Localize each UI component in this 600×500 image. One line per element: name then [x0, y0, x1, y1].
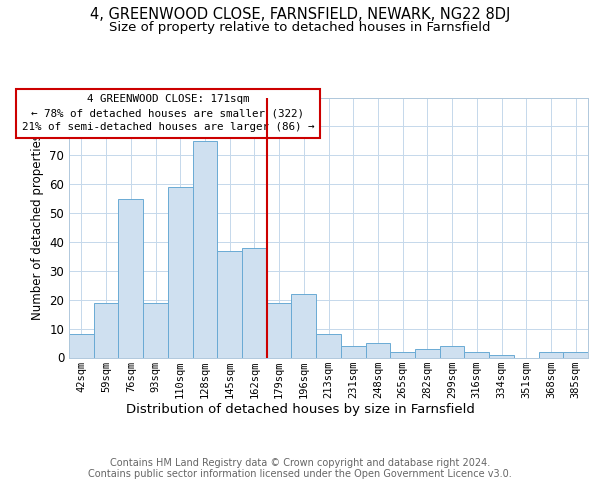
Bar [168, 187, 193, 358]
Bar [267, 302, 292, 358]
Bar [69, 334, 94, 357]
Bar [440, 346, 464, 358]
Bar [217, 250, 242, 358]
Bar [341, 346, 365, 358]
Bar [563, 352, 588, 358]
Bar [292, 294, 316, 358]
Bar [193, 141, 217, 358]
Text: 4 GREENWOOD CLOSE: 171sqm
← 78% of detached houses are smaller (322)
21% of semi: 4 GREENWOOD CLOSE: 171sqm ← 78% of detac… [22, 94, 314, 132]
Bar [489, 354, 514, 358]
Bar [143, 302, 168, 358]
Bar [118, 198, 143, 358]
Text: Distribution of detached houses by size in Farnsfield: Distribution of detached houses by size … [125, 402, 475, 415]
Bar [464, 352, 489, 358]
Text: Size of property relative to detached houses in Farnsfield: Size of property relative to detached ho… [109, 21, 491, 34]
Bar [316, 334, 341, 357]
Text: 4, GREENWOOD CLOSE, FARNSFIELD, NEWARK, NG22 8DJ: 4, GREENWOOD CLOSE, FARNSFIELD, NEWARK, … [90, 8, 510, 22]
Bar [390, 352, 415, 358]
Bar [539, 352, 563, 358]
Bar [94, 302, 118, 358]
Bar [365, 343, 390, 357]
Y-axis label: Number of detached properties: Number of detached properties [31, 134, 44, 320]
Text: Contains HM Land Registry data © Crown copyright and database right 2024.
Contai: Contains HM Land Registry data © Crown c… [88, 458, 512, 479]
Bar [242, 248, 267, 358]
Bar [415, 349, 440, 358]
